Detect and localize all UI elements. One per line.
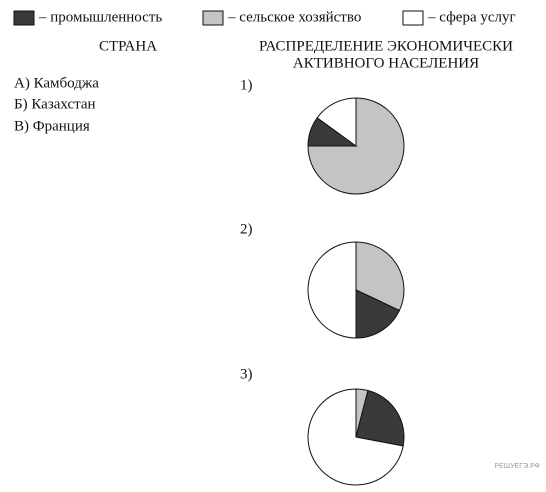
pie-slice bbox=[355, 241, 405, 312]
legend-swatch bbox=[202, 10, 224, 26]
column-header: СТРАНА bbox=[99, 38, 157, 54]
pie-slice bbox=[307, 241, 357, 339]
pie-slice bbox=[355, 289, 401, 339]
pie-slice bbox=[316, 97, 357, 147]
chart-label: 3) bbox=[240, 366, 253, 382]
pie-slice bbox=[355, 389, 405, 447]
legend-swatch bbox=[13, 10, 35, 26]
watermark: РЕШУЕГЭ.РФ bbox=[494, 463, 540, 470]
pie-slice bbox=[307, 388, 404, 486]
country: А) Камбоджа bbox=[14, 75, 99, 91]
legend-swatch bbox=[402, 10, 424, 26]
legend-label: – сфера услуг bbox=[427, 9, 516, 25]
country: Б) Казахстан bbox=[14, 96, 96, 112]
country: В) Франция bbox=[14, 118, 90, 134]
pie-slice bbox=[307, 97, 405, 195]
column-header: АКТИВНОГО НАСЕЛЕНИЯ bbox=[293, 55, 479, 71]
legend-label: – сельское хозяйство bbox=[227, 9, 361, 25]
chart-label: 1) bbox=[240, 77, 253, 93]
chart-label: 2) bbox=[240, 221, 253, 237]
legend-label: – промышленность bbox=[38, 9, 162, 25]
column-header: РАСПРЕДЕЛЕНИЕ ЭКОНОМИЧЕСКИ bbox=[259, 38, 513, 54]
